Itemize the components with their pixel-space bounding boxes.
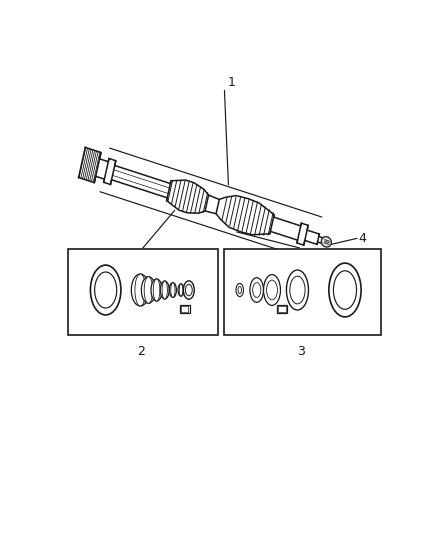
Bar — [278, 306, 286, 312]
Ellipse shape — [135, 274, 146, 306]
Ellipse shape — [286, 270, 308, 310]
Polygon shape — [78, 148, 325, 245]
Text: 1: 1 — [228, 76, 236, 88]
Ellipse shape — [184, 281, 194, 299]
Bar — [68, 248, 218, 335]
Ellipse shape — [153, 279, 160, 301]
Ellipse shape — [290, 276, 305, 304]
Ellipse shape — [141, 277, 155, 303]
Ellipse shape — [250, 278, 264, 302]
Ellipse shape — [253, 282, 261, 297]
Text: 3: 3 — [297, 345, 305, 358]
Ellipse shape — [333, 271, 357, 309]
Bar — [181, 306, 188, 312]
Ellipse shape — [162, 281, 167, 299]
Ellipse shape — [131, 274, 149, 306]
Ellipse shape — [321, 237, 332, 247]
Ellipse shape — [185, 284, 192, 296]
Ellipse shape — [95, 272, 117, 308]
Ellipse shape — [151, 279, 162, 301]
Ellipse shape — [170, 282, 177, 297]
Ellipse shape — [90, 265, 121, 315]
Ellipse shape — [267, 280, 277, 300]
Ellipse shape — [160, 281, 169, 299]
Text: 4: 4 — [359, 232, 367, 245]
Ellipse shape — [329, 263, 361, 317]
Ellipse shape — [171, 282, 175, 297]
Ellipse shape — [264, 274, 280, 305]
Ellipse shape — [179, 284, 183, 296]
Ellipse shape — [236, 284, 244, 296]
Text: 2: 2 — [138, 345, 145, 358]
Bar — [180, 305, 190, 312]
Bar — [224, 248, 381, 335]
Ellipse shape — [144, 277, 153, 303]
Bar — [277, 305, 287, 312]
Ellipse shape — [178, 284, 184, 296]
Ellipse shape — [238, 286, 241, 294]
